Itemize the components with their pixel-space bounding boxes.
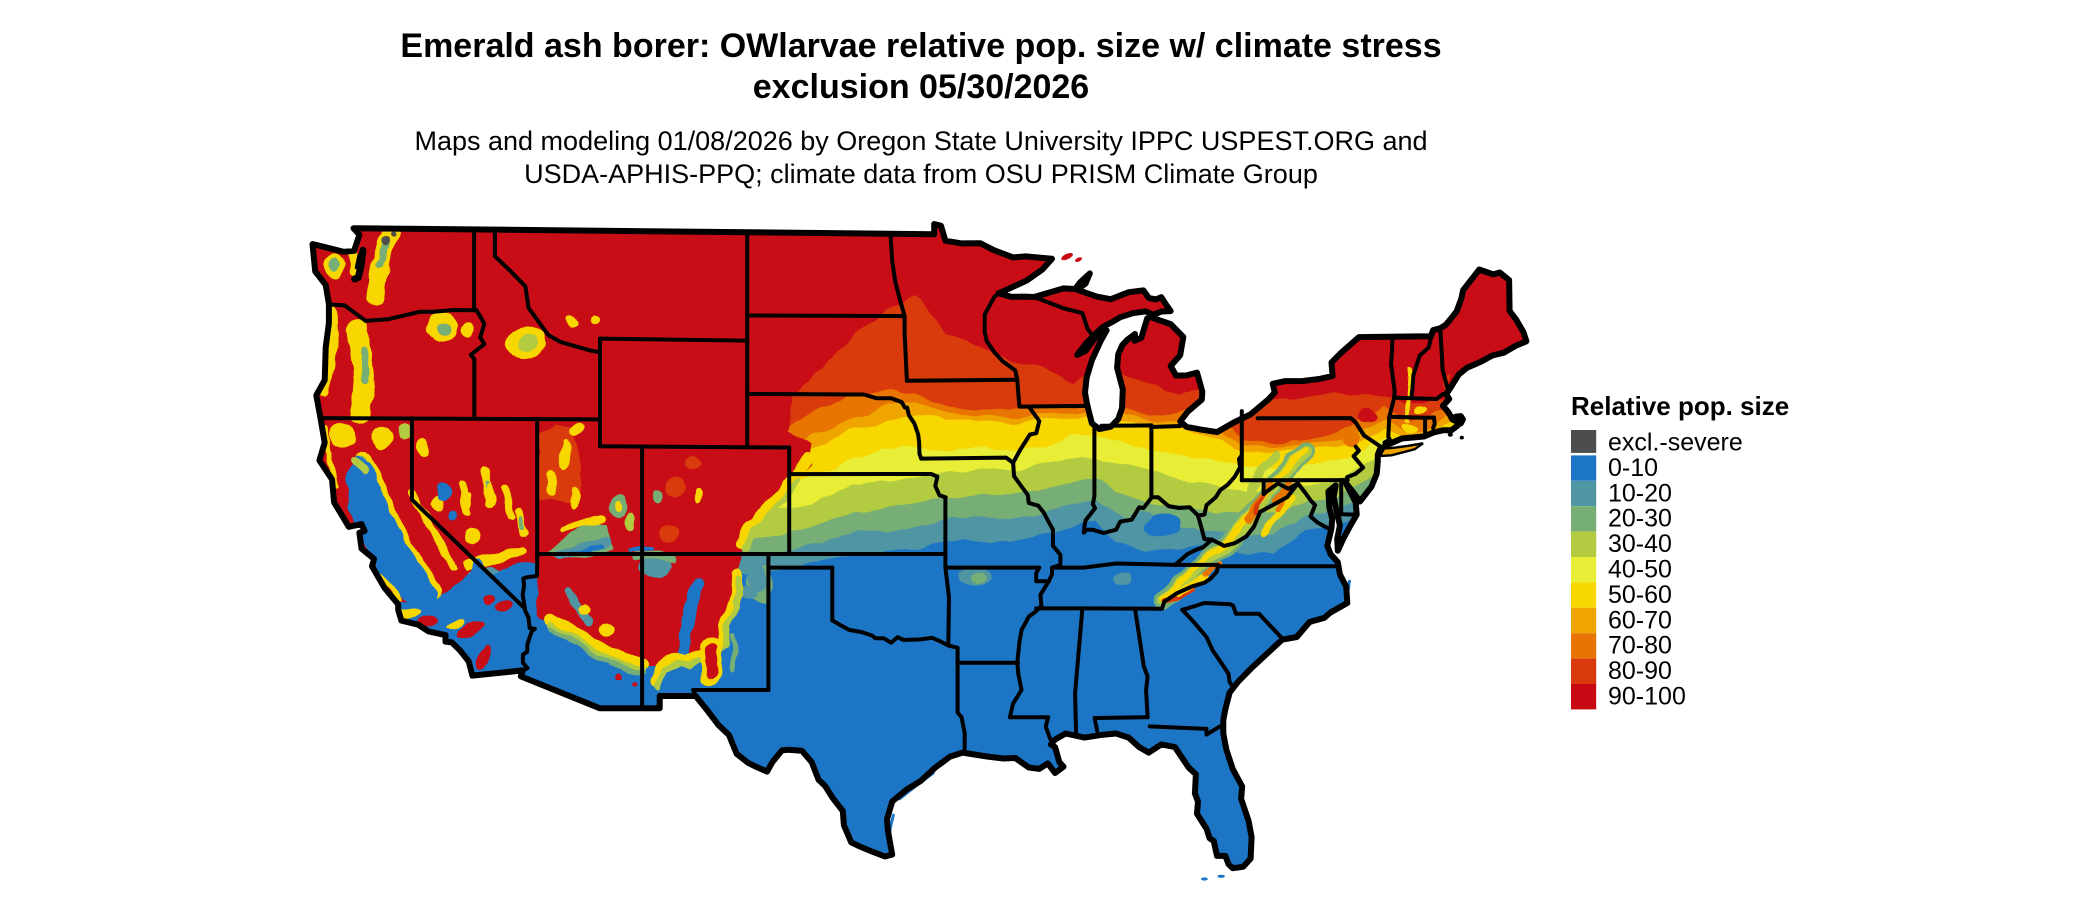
- svg-text:0-10: 0-10: [1608, 454, 1658, 482]
- svg-text:USDA-APHIS-PPQ; climate data f: USDA-APHIS-PPQ; climate data from OSU PR…: [524, 159, 1318, 189]
- svg-text:Emerald ash borer: OWlarvae re: Emerald ash borer: OWlarvae relative pop…: [400, 27, 1441, 65]
- svg-text:20-30: 20-30: [1608, 505, 1672, 533]
- svg-text:70-80: 70-80: [1608, 632, 1672, 660]
- svg-text:Relative pop. size: Relative pop. size: [1571, 391, 1789, 421]
- svg-text:exclusion 05/30/2026: exclusion 05/30/2026: [753, 68, 1089, 106]
- svg-text:40-50: 40-50: [1608, 556, 1672, 584]
- svg-text:50-60: 50-60: [1608, 581, 1672, 609]
- svg-text:60-70: 60-70: [1608, 606, 1672, 634]
- svg-text:excl.-severe: excl.-severe: [1608, 429, 1743, 457]
- svg-text:80-90: 80-90: [1608, 657, 1672, 685]
- svg-text:10-20: 10-20: [1608, 479, 1672, 507]
- svg-text:Maps and modeling 01/08/2026 b: Maps and modeling 01/08/2026 by Oregon S…: [414, 126, 1427, 156]
- svg-text:90-100: 90-100: [1608, 683, 1686, 711]
- svg-text:30-40: 30-40: [1608, 530, 1672, 558]
